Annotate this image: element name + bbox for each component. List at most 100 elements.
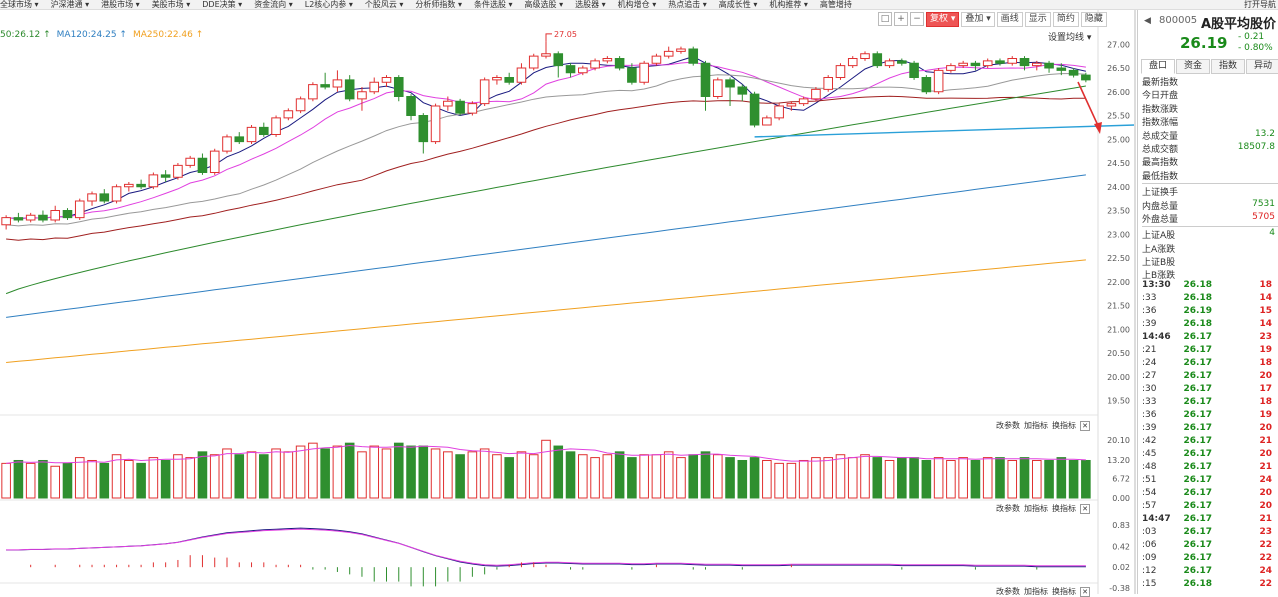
- set-ma-button[interactable]: 设置均线 ▾: [1048, 33, 1092, 43]
- open-navigation-link[interactable]: 打开导航: [1244, 0, 1276, 9]
- tick-volume: 23: [1259, 332, 1272, 342]
- candle-body: [578, 67, 588, 74]
- side-tab[interactable]: 异动: [1246, 59, 1278, 74]
- topnav-item[interactable]: 机构推荐 ▾: [769, 0, 808, 9]
- toolbar-icon[interactable]: +: [894, 12, 908, 26]
- tick-time: :54: [1142, 488, 1157, 498]
- candle-body: [700, 62, 711, 97]
- candle-body: [553, 53, 564, 67]
- switch-indicator-button[interactable]: 换指标: [1052, 504, 1076, 513]
- toolbar-icon[interactable]: □: [878, 12, 892, 26]
- price-axis-label: 21.00: [1107, 325, 1130, 334]
- chart-toolbar: □ + − 复权 ▾ 叠加 ▾ 画线 显示 简约 隐藏: [878, 11, 1107, 27]
- toolbar-button[interactable]: 隐藏: [1080, 11, 1107, 27]
- topnav-item[interactable]: 全球市场 ▾: [0, 0, 39, 9]
- switch-indicator-button[interactable]: 换指标: [1052, 421, 1076, 430]
- volume-bar: [897, 457, 907, 499]
- stock-code: 800005: [1159, 15, 1198, 26]
- volume-bar: [406, 445, 416, 499]
- kline-chart-area[interactable]: 27.00 26.50 26.00 25.50 25.00 24.50 24.00 23.50…: [0, 10, 1135, 594]
- tick-row: 14:47 26.17 21: [1142, 514, 1278, 527]
- topnav-item[interactable]: 高级选股 ▾: [524, 0, 564, 9]
- tick-row: :36 26.19 15: [1142, 306, 1278, 319]
- candle-body: [639, 62, 649, 83]
- edit-params-button[interactable]: 改参数: [996, 421, 1020, 430]
- topnav-item[interactable]: 美股市场 ▾: [151, 0, 191, 9]
- candle-body: [1081, 74, 1091, 81]
- topnav-item[interactable]: 沪深港通 ▾: [50, 0, 90, 9]
- tick-row: :39 26.17 20: [1142, 423, 1278, 436]
- candle-body: [958, 62, 968, 67]
- price-axis-label: 23.50: [1107, 207, 1130, 216]
- edit-params-button[interactable]: 改参数: [996, 504, 1020, 513]
- volume-bar: [209, 454, 220, 499]
- close-icon[interactable]: ✕: [1080, 587, 1090, 597]
- topnav-item[interactable]: 资金流向 ▾: [254, 0, 293, 9]
- topnav-item[interactable]: 选股器 ▾: [575, 0, 606, 9]
- volume-bar: [295, 445, 306, 499]
- volume-bar: [958, 457, 968, 499]
- candle-body: [970, 62, 981, 67]
- add-indicator-button[interactable]: 加指标: [1024, 504, 1048, 513]
- price-axis-label: 19.50: [1107, 397, 1130, 406]
- volume-bar: [1068, 459, 1079, 499]
- panel-splitter[interactable]: [1134, 10, 1136, 594]
- tick-time: 14:46: [1142, 332, 1171, 342]
- kline-chart-svg[interactable]: 27.00 26.50 26.00 25.50 25.00 24.50 24.00 23.50…: [0, 10, 1135, 594]
- volume-bar: [479, 448, 490, 499]
- quote-row: 总成交量 13.2: [1142, 129, 1278, 142]
- topnav-item[interactable]: DDE决策 ▾: [202, 0, 243, 9]
- candle-body: [185, 157, 195, 166]
- volume-bar: [1, 462, 11, 499]
- quote-label: 上B涨跌: [1142, 271, 1176, 282]
- candle-body: [418, 115, 429, 143]
- volume-bar: [553, 445, 564, 499]
- tick-price: 26.17: [1183, 553, 1212, 563]
- edit-params-button[interactable]: 改参数: [996, 587, 1020, 596]
- candle-body: [651, 55, 662, 64]
- candle-body: [136, 183, 146, 188]
- add-indicator-button[interactable]: 加指标: [1024, 587, 1048, 596]
- candle-body: [430, 105, 441, 143]
- tick-row: :06 26.17 22: [1142, 540, 1278, 553]
- topnav-item[interactable]: L2核心内参 ▾: [304, 0, 353, 9]
- add-indicator-button[interactable]: 加指标: [1024, 421, 1048, 430]
- close-icon[interactable]: ✕: [1080, 421, 1090, 431]
- candle-body: [774, 105, 784, 119]
- topnav-item[interactable]: 高成长性 ▾: [718, 0, 758, 9]
- toolbar-icon[interactable]: −: [910, 12, 924, 26]
- quote-row: 上A涨跌: [1142, 242, 1278, 255]
- side-tab[interactable]: 指数: [1211, 59, 1245, 74]
- toolbar-button[interactable]: 复权 ▾: [926, 11, 960, 27]
- toolbar-button[interactable]: 画线: [996, 11, 1023, 27]
- toolbar-button[interactable]: 叠加 ▾: [961, 11, 995, 27]
- topnav-item[interactable]: 条件选股 ▾: [473, 0, 513, 9]
- ma-legend-item: 50:26.12 ↑: [0, 30, 51, 40]
- toolbar-button[interactable]: 显示: [1024, 11, 1051, 27]
- candle-body: [283, 110, 294, 119]
- candle-body: [946, 65, 956, 71]
- volume-bar: [614, 451, 625, 499]
- switch-indicator-button[interactable]: 换指标: [1052, 587, 1076, 596]
- quote-label: 外盘总量: [1142, 214, 1179, 225]
- quote-label: 内盘总量: [1142, 201, 1179, 212]
- tick-price: 26.17: [1183, 358, 1212, 368]
- stock-change: - 0.21- 0.80%: [1238, 32, 1273, 54]
- tick-volume: 20: [1259, 501, 1272, 511]
- side-tab[interactable]: 资金: [1176, 59, 1210, 74]
- side-tab[interactable]: 盘口: [1141, 59, 1175, 74]
- collapse-left-icon[interactable]: ◀: [1144, 16, 1151, 26]
- topnav-item[interactable]: 高管增持: [819, 0, 852, 9]
- topnav-item[interactable]: 分析师指数 ▾: [415, 0, 462, 9]
- topnav-item[interactable]: 港股市场 ▾: [101, 0, 140, 9]
- row-separator: [1142, 183, 1278, 185]
- topnav-item[interactable]: 热点追击 ▾: [668, 0, 707, 9]
- volume-bar: [823, 457, 833, 499]
- topnav-item[interactable]: 个股风云 ▾: [364, 0, 404, 9]
- volume-bar: [528, 454, 539, 499]
- topnav-item[interactable]: 机构增仓 ▾: [617, 0, 657, 9]
- toolbar-button[interactable]: 简约: [1052, 11, 1079, 27]
- close-icon[interactable]: ✕: [1080, 504, 1090, 514]
- volume-axis-label: 6.72: [1112, 475, 1130, 484]
- volume-bar: [136, 462, 146, 499]
